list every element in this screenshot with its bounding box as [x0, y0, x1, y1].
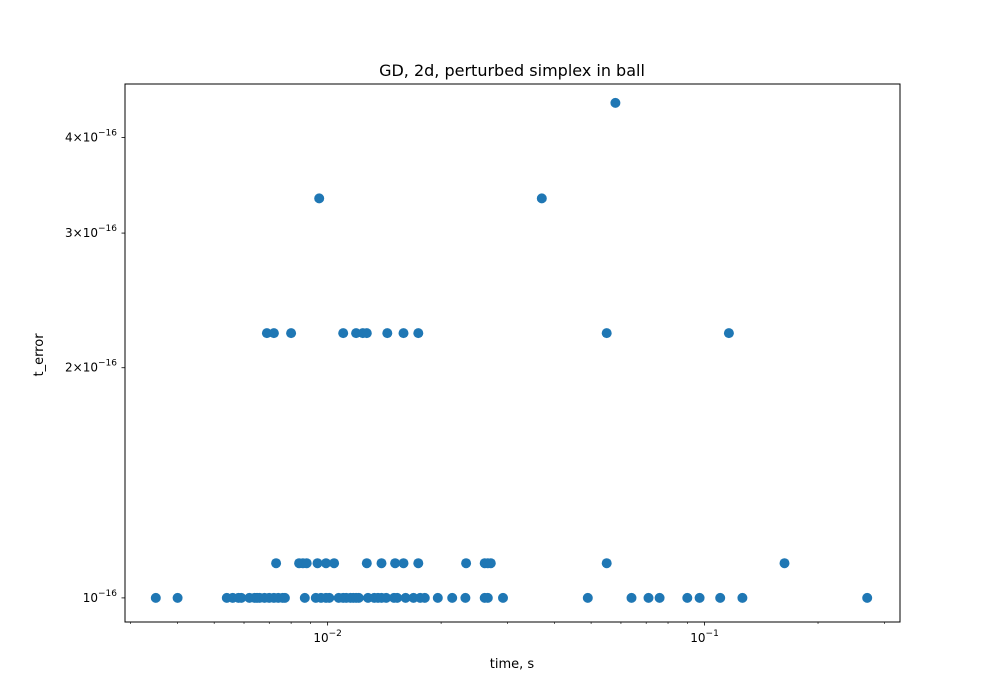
data-point — [312, 558, 323, 569]
data-point — [381, 592, 392, 603]
data-point — [398, 558, 409, 569]
x-tick-label: 10−2 — [313, 629, 342, 645]
data-point — [498, 592, 508, 603]
data-point — [601, 328, 612, 339]
data-point — [376, 558, 387, 569]
data-point — [321, 558, 331, 569]
data-point — [314, 193, 325, 204]
data-point — [682, 592, 693, 603]
data-point — [447, 592, 458, 603]
data-point — [485, 558, 496, 569]
data-point — [460, 592, 471, 603]
data-point — [643, 592, 654, 603]
y-tick-label: 2×10−16 — [65, 359, 117, 375]
chart-title: GD, 2d, perturbed simplex in ball — [379, 61, 645, 80]
y-tick-label: 10−16 — [83, 589, 118, 605]
data-point — [172, 592, 183, 603]
plot-frame — [124, 83, 901, 623]
y-tick-label: 3×10−16 — [65, 224, 117, 240]
plot-area — [125, 84, 900, 622]
y-axis-label: t_error — [32, 333, 47, 377]
data-point — [392, 592, 403, 603]
data-point — [382, 328, 393, 339]
data-point — [432, 592, 443, 603]
data-point — [236, 592, 247, 603]
data-point — [398, 328, 409, 339]
data-point — [694, 592, 705, 603]
points-layer — [150, 97, 873, 603]
data-point — [413, 328, 424, 339]
data-point — [779, 558, 790, 569]
data-point — [299, 592, 310, 603]
data-point — [715, 592, 726, 603]
data-point — [324, 592, 335, 603]
data-point — [338, 328, 349, 339]
data-point — [390, 558, 401, 569]
data-point — [329, 558, 340, 569]
data-point — [536, 193, 547, 204]
data-point — [601, 558, 612, 569]
data-point — [400, 592, 411, 603]
y-tick-label: 4×10−16 — [65, 129, 117, 145]
data-point — [353, 592, 364, 603]
x-ticks-layer: 10−2 10−1 — [130, 622, 885, 645]
x-tick-label: 10−1 — [690, 629, 719, 645]
data-point — [582, 592, 593, 603]
x-axis-label: time, s — [490, 657, 535, 672]
data-point — [301, 558, 312, 569]
data-point — [150, 592, 161, 603]
data-point — [419, 592, 430, 603]
data-point — [482, 592, 493, 603]
data-point — [461, 558, 472, 569]
data-point — [654, 592, 665, 603]
data-point — [286, 328, 297, 339]
data-point — [279, 592, 290, 603]
data-point — [261, 328, 272, 339]
data-point — [413, 558, 424, 569]
data-point — [271, 558, 282, 569]
data-point — [862, 592, 873, 603]
data-point — [361, 328, 372, 339]
data-point — [268, 328, 279, 339]
data-point — [361, 558, 372, 569]
data-point — [626, 592, 637, 603]
data-point — [610, 97, 621, 108]
data-point — [737, 592, 748, 603]
y-ticks-layer: 10−16 2×10−16 3×10−16 4×10−16 — [65, 129, 125, 605]
data-point — [723, 328, 734, 339]
